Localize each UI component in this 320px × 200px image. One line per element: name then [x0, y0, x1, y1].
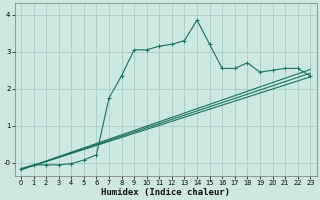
X-axis label: Humidex (Indice chaleur): Humidex (Indice chaleur)	[101, 188, 230, 197]
